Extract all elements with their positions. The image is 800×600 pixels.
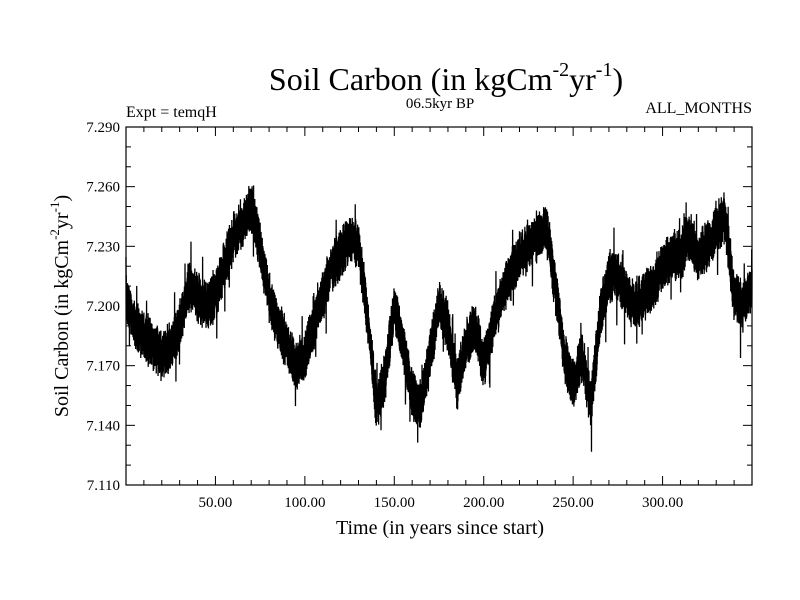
subtitle-right: ALL_MONTHS xyxy=(645,100,752,117)
x-tick-label: 300.00 xyxy=(642,495,683,511)
y-tick-label: 7.290 xyxy=(86,120,120,136)
x-tick-label: 50.00 xyxy=(199,495,233,511)
subtitle-left: Expt = temqH xyxy=(126,104,217,121)
y-label-end: ) xyxy=(51,195,73,202)
y-tick-label: 7.200 xyxy=(86,299,120,315)
ticks-group: 50.00 100.00 150.00 200.00 250.00 300.00 7.110… xyxy=(86,120,752,511)
y-axis-label: Soil Carbon (in kgCm-2yr-1) xyxy=(47,195,73,417)
y-label-mid: yr xyxy=(51,212,73,229)
chart-title: Soil Carbon (in kgCm-2yr-1) xyxy=(269,59,623,97)
x-tick-label: 200.00 xyxy=(463,495,504,511)
x-tick-label: 250.00 xyxy=(553,495,594,511)
chart-title-main: Soil Carbon (in kgCm xyxy=(269,61,553,97)
chart-title-mid: yr xyxy=(569,61,596,97)
chart-title-sup1: -2 xyxy=(552,59,569,81)
x-axis-label: Time (in years since start) xyxy=(336,517,544,539)
y-label-sup1: -2 xyxy=(47,229,62,240)
series-line xyxy=(125,185,753,452)
series-group xyxy=(125,185,753,452)
y-tick-label: 7.230 xyxy=(86,239,120,255)
y-tick-label: 7.260 xyxy=(86,180,120,196)
subtitle-center: 06.5kyr BP xyxy=(406,96,474,112)
y-tick-label: 7.170 xyxy=(86,359,120,375)
y-label-main: Soil Carbon (in kgCm xyxy=(51,239,73,417)
y-label-sup2: -1 xyxy=(47,202,62,213)
chart-title-end: ) xyxy=(612,61,623,97)
y-tick-label: 7.140 xyxy=(86,418,120,434)
chart-title-sup2: -1 xyxy=(596,59,613,81)
plot-frame xyxy=(125,126,753,486)
y-tick-label: 7.110 xyxy=(87,478,120,494)
x-tick-label: 100.00 xyxy=(284,495,325,511)
x-tick-label: 150.00 xyxy=(374,495,415,511)
